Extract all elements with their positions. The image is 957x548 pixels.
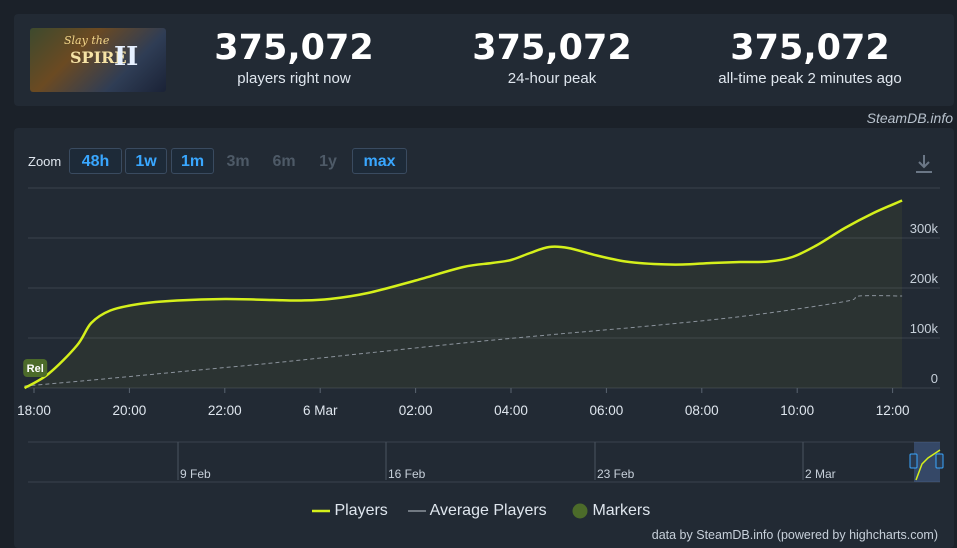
stat-24h-peak: 375,072 24-hour peak: [442, 28, 662, 87]
zoom-1m-button[interactable]: 1m: [171, 148, 214, 174]
chart-panel: Zoom 48h 1w 1m 3m 6m 1y max 0 100k 200k 300…: [14, 128, 954, 548]
legend-players-label: Players: [334, 502, 388, 519]
player-count-chart: 0 100k 200k 300k 18:00 20:00 22:00 6 Mar 02:00 0…: [17, 187, 944, 483]
players-area: [24, 200, 903, 388]
download-icon[interactable]: [914, 153, 934, 175]
chart-grid: [28, 187, 940, 389]
navigator-tick-label: 9 Feb: [180, 467, 211, 481]
zoom-48h-button[interactable]: 48h: [69, 148, 122, 174]
y-tick-label: 0: [931, 371, 938, 386]
legend-average[interactable]: Average Players: [408, 502, 547, 520]
zoom-label: Zoom: [28, 154, 62, 169]
x-tick-label: 06:00: [590, 403, 624, 418]
stat-label: all-time peak 2 minutes ago: [718, 70, 902, 87]
game-title-numeral: II: [114, 42, 139, 72]
x-axis-ticks: 18:00 20:00 22:00 6 Mar 02:00 04:00 06:00 08:00…: [17, 388, 909, 418]
x-tick-label: 04:00: [494, 403, 528, 418]
x-tick-label: 6 Mar: [303, 403, 338, 418]
legend-markers-label: Markers: [592, 502, 651, 519]
stat-value: 375,072: [730, 28, 890, 68]
x-tick-label: 20:00: [113, 403, 147, 418]
marker-badge: [23, 359, 48, 377]
x-tick-label: 10:00: [780, 403, 814, 418]
x-tick-label: 08:00: [685, 403, 719, 418]
highcharts-credit[interactable]: data by SteamDB.info (powered by highcha…: [651, 528, 938, 542]
stat-label: players right now: [237, 70, 351, 87]
legend-markers-swatch: [572, 503, 588, 519]
game-capsule-image[interactable]: Slay the SPIRE II: [30, 28, 166, 92]
stat-value: 375,072: [472, 28, 632, 68]
y-tick-label: 300k: [910, 221, 939, 236]
navigator-tick-label: 2 Mar: [805, 467, 836, 481]
x-tick-label: 02:00: [399, 403, 433, 418]
stat-current-players: 375,072 players right now: [184, 28, 404, 87]
navigator-bar: 9 Feb 16 Feb 23 Feb 2 Mar: [28, 441, 944, 483]
y-tick-label: 200k: [910, 271, 939, 286]
stats-bar: Slay the SPIRE II 375,072 players right …: [14, 14, 954, 106]
zoom-3m-button: 3m: [226, 153, 250, 170]
navigator-tick-label: 16 Feb: [388, 467, 426, 481]
legend-markers[interactable]: Markers: [572, 502, 650, 520]
navigator-series-line: [915, 449, 941, 481]
steamdb-credit-link[interactable]: SteamDB.info: [866, 110, 953, 126]
legend-players[interactable]: Players: [312, 502, 388, 520]
legend-average-swatch: [408, 510, 426, 512]
stat-value: 375,072: [214, 28, 374, 68]
navigator-handle-right[interactable]: [935, 453, 944, 469]
players-line: [23, 199, 903, 390]
x-tick-label: 22:00: [208, 403, 242, 418]
navigator-tick-label: 23 Feb: [597, 467, 635, 481]
game-title-line2: SPIRE: [70, 48, 127, 67]
zoom-1w-button[interactable]: 1w: [125, 148, 167, 174]
stat-all-time-peak: 375,072 all-time peak 2 minutes ago: [700, 28, 920, 87]
x-tick-label: 18:00: [17, 403, 51, 418]
zoom-6m-button: 6m: [272, 153, 296, 170]
zoom-1y-button: 1y: [319, 153, 337, 170]
chart-markers: Rel: [23, 359, 48, 377]
y-tick-label: 100k: [910, 321, 939, 336]
stat-label: 24-hour peak: [507, 70, 597, 87]
zoom-max-button[interactable]: max: [352, 148, 407, 174]
x-tick-label: 12:00: [876, 403, 910, 418]
legend-average-label: Average Players: [429, 502, 547, 519]
y-axis-ticks: 0 100k 200k 300k: [910, 221, 939, 386]
navigator-handle-left[interactable]: [909, 453, 918, 469]
legend-players-swatch: [312, 509, 330, 513]
game-title-line1: Slay the: [64, 34, 110, 47]
average-players-line: [24, 295, 903, 387]
marker-label: Rel: [27, 363, 44, 375]
